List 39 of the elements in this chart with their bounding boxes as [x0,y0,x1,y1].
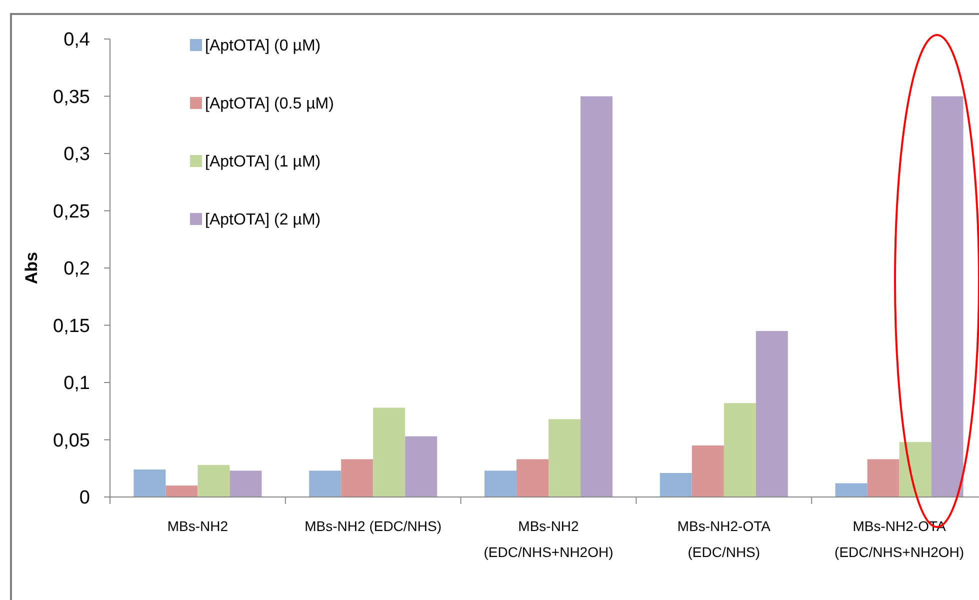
bar [867,459,900,497]
bar [309,470,342,497]
y-tick-label: 0,35 [53,86,90,108]
bar [724,403,756,497]
bar [405,436,438,497]
bar [230,470,262,497]
x-tick-label: MBs-NH2 (EDC/NHS) [304,518,442,534]
bar [692,445,724,497]
bar [484,470,516,497]
bar [756,330,788,497]
y-axis-title: Abs [22,252,41,284]
x-tick-label: MBs-NH2 [167,518,228,534]
bar [373,408,406,497]
y-tick-label: 0,25 [53,201,90,222]
y-tick-label: 0,3 [64,144,90,166]
y-tick-label: 0,05 [53,430,90,452]
y-tick-label: 0,15 [53,316,90,337]
legend-label: [AptOTA] (0 µM) [205,38,321,55]
y-tick-label: 0,2 [64,258,90,280]
bar [198,464,230,497]
y-tick-label: 0,4 [64,30,90,51]
x-tick-label: MBs-NH2-OTA (EDC/NHS) [677,518,772,560]
legend-label: [AptOTA] (0.5 µM) [205,96,334,113]
bar [516,459,548,497]
bar [660,472,692,497]
bar [835,483,868,497]
bar [899,442,932,497]
legend-label: [AptOTA] (2 µM) [205,212,321,229]
x-tick-label: MBs-NH2 (EDC/NHS+NH2OH) [484,518,614,560]
bar [931,96,964,497]
y-tick-label: 0,1 [64,373,90,394]
legend-label: [AptOTA] (1 µM) [205,154,321,171]
bar [580,96,613,497]
bar [134,470,166,497]
x-tick-label: MBs-NH2-OTA (EDC/NHS+NH2OH) [834,518,964,560]
bar [341,459,374,497]
bar [548,419,581,497]
y-tick-label: 0 [79,488,90,509]
bar [166,486,198,497]
